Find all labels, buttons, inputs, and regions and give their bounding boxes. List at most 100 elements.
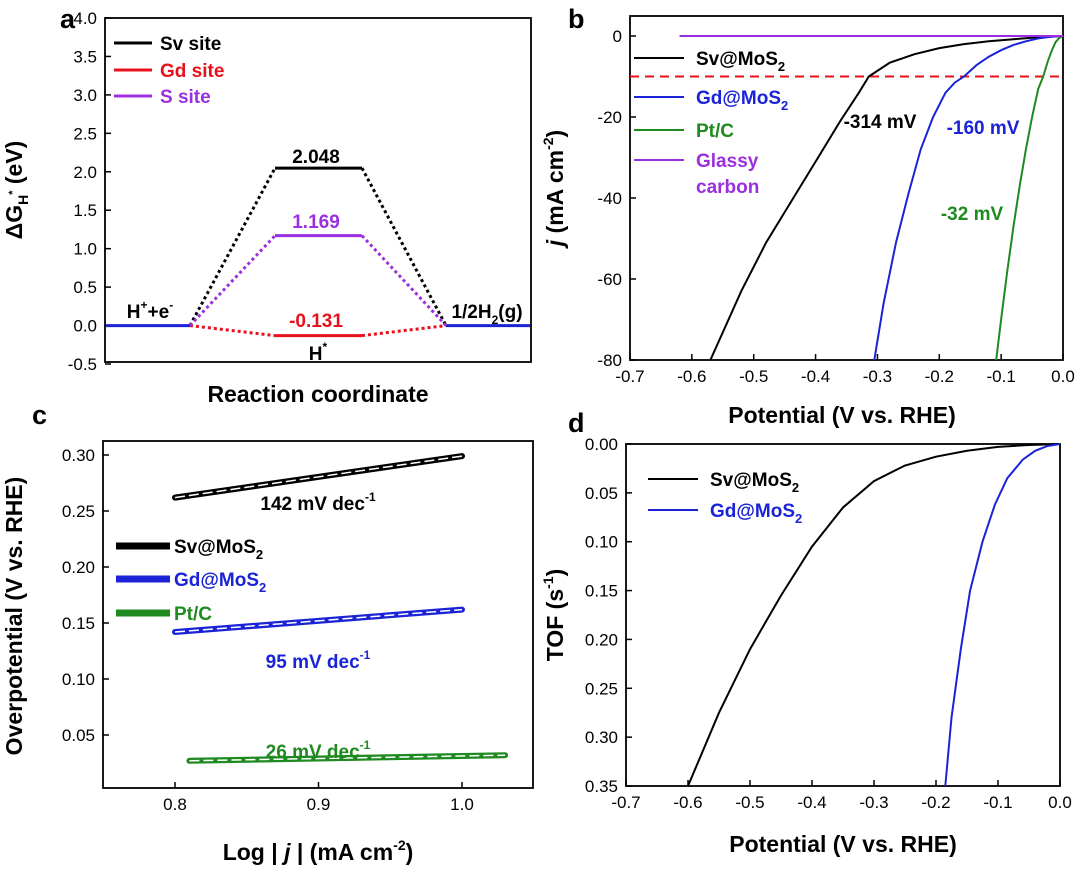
panel-b-frame (629, 15, 1064, 361)
panel-a-y-axis: 4.0 3.5 3.0 2.5 2.0 1.5 1.0 0.5 0.0 -0.5 (68, 9, 111, 374)
legend-gd-site: Gd site (160, 61, 224, 82)
tof-curve-gd-mos2 (944, 443, 1061, 787)
tafel-slope-gd: 95 mV dec-1 (266, 648, 371, 673)
connector-left-s-site (188, 234, 277, 327)
tafel-fit-pt-c (189, 754, 506, 762)
y-tick-label: -20 (597, 108, 622, 127)
tafel-slope-sv: 142 mV dec-1 (260, 490, 376, 515)
x-tick-label: -0.1 (986, 367, 1015, 386)
annotation-pt-overpotential: -32 mV (941, 204, 1004, 225)
annotation-sv-overpotential: -314 mV (844, 112, 917, 133)
panel-d-axes: 0.00 0.05 0.10 0.15 0.20 0.25 0.30 0.35-0.7 -0.6… (585, 435, 1072, 812)
x-tick-label: -0.6 (677, 367, 706, 386)
panel-c-curves (172, 453, 509, 764)
value-label-s: 1.169 (292, 212, 340, 233)
curve-pt-c (995, 35, 1064, 361)
panel-a-ylabel: ΔGH* (eV) (1, 141, 31, 240)
x-tick-label: -0.6 (673, 793, 702, 812)
curve-gd-mos2 (873, 35, 1064, 361)
x-tick-label: -0.2 (925, 367, 954, 386)
x-tick-label: 0.0 (1051, 367, 1075, 386)
panel-d-frame (625, 443, 1061, 787)
curve-sv-mos2 (709, 35, 1064, 361)
panel-b-curves (630, 35, 1064, 361)
y-tick-label: 0.20 (585, 630, 618, 649)
panel-c-letter: c (32, 400, 47, 430)
x-tick-label: 0.9 (307, 795, 331, 814)
y-tick-label: 0.10 (62, 670, 95, 689)
panel-c: c 0.30 0.25 0.20 0.15 0.10 0.05 0.8 0.9 1.0 Over… (1, 400, 534, 865)
x-tick-label: -0.5 (739, 367, 768, 386)
legend-d-gd-mos2: Gd@MoS2 (710, 501, 802, 526)
connector-right-gd-site (361, 324, 447, 338)
y-tick-label: 0.0 (73, 317, 97, 336)
value-label-sv: 2.048 (292, 147, 340, 168)
panel-c-legend: Sv@MoS2 Gd@MoS2 Pt/C (116, 537, 266, 625)
y-tick-label: 0.05 (62, 726, 95, 745)
y-tick-label: 0.05 (585, 484, 618, 503)
y-tick-label: 2.0 (73, 163, 97, 182)
tof-curve-sv-mos2 (687, 443, 1061, 787)
y-tick-label: 3.5 (73, 47, 97, 66)
panel-b-xlabel: Potential (V vs. RHE) (728, 402, 955, 428)
state-intermediate-label: H* (309, 340, 328, 365)
y-tick-label: 0.10 (585, 533, 618, 552)
y-tick-label: -0.5 (68, 355, 97, 374)
panel-d-letter: d (568, 408, 585, 438)
panel-b-ylabel: j (mA cm-2) (540, 130, 568, 249)
panel-b-axes: 0 -20 -40 -60 -80-0.7 -0.6 -0.5 -0.4 -0.3 -0.2 -0.… (597, 27, 1074, 386)
state-initial-label: H++e- (127, 298, 173, 323)
annotation-gd-overpotential: -160 mV (947, 118, 1020, 139)
y-tick-label: 0.30 (62, 446, 95, 465)
x-tick-label: -0.3 (863, 367, 892, 386)
y-tick-label: 0.00 (585, 435, 618, 454)
y-tick-label: -60 (597, 270, 622, 289)
panel-c-axes: 0.30 0.25 0.20 0.15 0.10 0.05 0.8 0.9 1.0 (62, 446, 474, 814)
panel-b: b 0 -20 -40 -60 -80-0.7 -0.6 -0.5 -0.4 -0.3 -0.2 -… (540, 4, 1075, 428)
y-tick-label: 0.15 (62, 614, 95, 633)
panel-a-letter: a (60, 4, 76, 34)
legend-glassy: Glassy (696, 151, 759, 172)
x-tick-label: -0.4 (797, 793, 826, 812)
panel-d-legend: Sv@MoS2 Gd@MoS2 (648, 470, 802, 526)
panel-a-legend: Sv site Gd site S site (114, 34, 224, 108)
connector-left-sv-site (188, 167, 277, 327)
y-tick-label: 0.30 (585, 728, 618, 747)
panel-d-xlabel: Potential (V vs. RHE) (729, 831, 956, 857)
panel-d-curves (687, 443, 1061, 787)
y-tick-label: -40 (597, 189, 622, 208)
y-tick-label: 0.5 (73, 278, 97, 297)
tafel-fit-sv-mos2 (174, 455, 463, 499)
x-tick-label: 0.0 (1048, 793, 1072, 812)
panel-a-levels (188, 166, 448, 338)
y-tick-label: 0 (613, 27, 622, 46)
panel-b-letter: b (568, 4, 585, 34)
y-tick-label: 0.15 (585, 582, 618, 601)
connector-right-s-site (360, 234, 448, 327)
y-tick-label: -80 (597, 351, 622, 370)
legend-d-sv-mos2: Sv@MoS2 (710, 470, 799, 495)
y-tick-label: 2.5 (73, 124, 97, 143)
legend-sv-site: Sv site (160, 34, 221, 55)
panel-d-ylabel: TOF (s-1) (540, 569, 568, 662)
x-tick-label: -0.7 (611, 793, 640, 812)
panel-d: d 0.00 0.05 0.10 0.15 0.20 0.25 0.30 0.35-0.7 -0… (540, 408, 1072, 857)
x-tick-label: -0.1 (983, 793, 1012, 812)
panel-a-xlabel: Reaction coordinate (207, 381, 428, 407)
x-tick-label: -0.5 (735, 793, 764, 812)
x-tick-label: -0.3 (859, 793, 888, 812)
legend-s-site: S site (160, 87, 211, 108)
tafel-fit-gd-mos2 (174, 608, 463, 633)
legend-carbon: carbon (696, 177, 759, 198)
legend-c-sv-mos2: Sv@MoS2 (174, 537, 263, 562)
y-tick-label: 1.0 (73, 240, 97, 259)
x-tick-label: -0.4 (801, 367, 830, 386)
x-tick-label: -0.7 (615, 367, 644, 386)
x-tick-label: 0.8 (163, 795, 187, 814)
legend-c-gd-mos2: Gd@MoS2 (174, 570, 266, 595)
value-label-gd: -0.131 (289, 311, 343, 332)
y-tick-label: 0.25 (585, 679, 618, 698)
x-tick-label: -0.2 (921, 793, 950, 812)
state-final-label: 1/2H2(g) (451, 302, 522, 327)
